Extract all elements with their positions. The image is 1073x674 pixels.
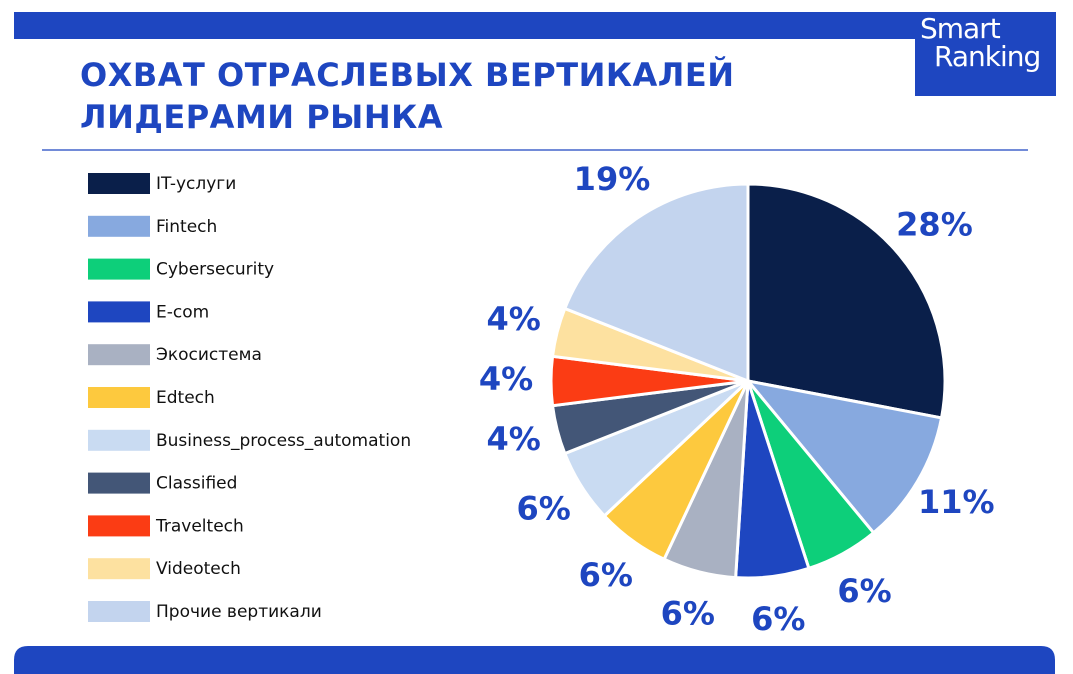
legend-label: Business_process_automation	[156, 431, 411, 451]
legend-label: Прочие вертикали	[156, 602, 322, 622]
data-label: 19%	[574, 160, 651, 198]
legend-label: IT-услуги	[156, 174, 236, 194]
legend-swatch	[88, 215, 150, 237]
data-label: 6%	[661, 594, 715, 632]
data-label: 4%	[486, 300, 540, 338]
data-label: 6%	[579, 556, 633, 594]
top-bar	[14, 12, 1030, 39]
legend-label: Edtech	[156, 388, 215, 408]
legend-swatch	[88, 173, 150, 194]
legend-label: Cybersecurity	[156, 260, 274, 280]
legend-swatch	[88, 558, 150, 580]
logo-text: Ranking	[934, 40, 1040, 73]
legend-label: Fintech	[156, 217, 217, 237]
title: ОХВАТ ОТРАСЛЕВЫХ ВЕРТИКАЛЕЙ ЛИДЕРАМИ РЫН…	[80, 56, 735, 136]
bottom-bar	[14, 646, 1055, 674]
data-label: 11%	[918, 483, 995, 521]
pie-slice	[562, 182, 750, 384]
legend-swatch	[88, 429, 150, 451]
data-label: 4%	[486, 420, 540, 458]
legend-swatch	[88, 301, 150, 323]
data-label: 6%	[837, 572, 891, 610]
pie: 28%11%6%6%6%6%6%4%4%4%19%	[479, 160, 995, 638]
legend-swatch	[88, 344, 150, 366]
logo-text: Smart	[920, 12, 1001, 45]
legend-label: Traveltech	[155, 516, 244, 536]
legend-swatch	[88, 472, 150, 494]
pie-slice	[744, 378, 944, 535]
legend: IT-услуги Fintech Cybersecurity E-com Экосис…	[88, 173, 411, 622]
pie-slice	[746, 182, 947, 420]
logo-box	[915, 12, 1056, 96]
legend-label: Экосистема	[156, 345, 262, 365]
data-label: 6%	[751, 600, 805, 638]
data-label: 4%	[479, 360, 533, 398]
legend-swatch	[88, 601, 150, 622]
legend-swatch	[88, 387, 150, 408]
legend-label: Classified	[156, 474, 237, 494]
data-label: 28%	[896, 206, 973, 244]
data-label: 6%	[517, 490, 571, 528]
legend-swatch	[88, 515, 150, 537]
legend-label: Videotech	[156, 559, 241, 579]
legend-label: E-com	[156, 302, 209, 322]
legend-swatch	[88, 258, 150, 280]
